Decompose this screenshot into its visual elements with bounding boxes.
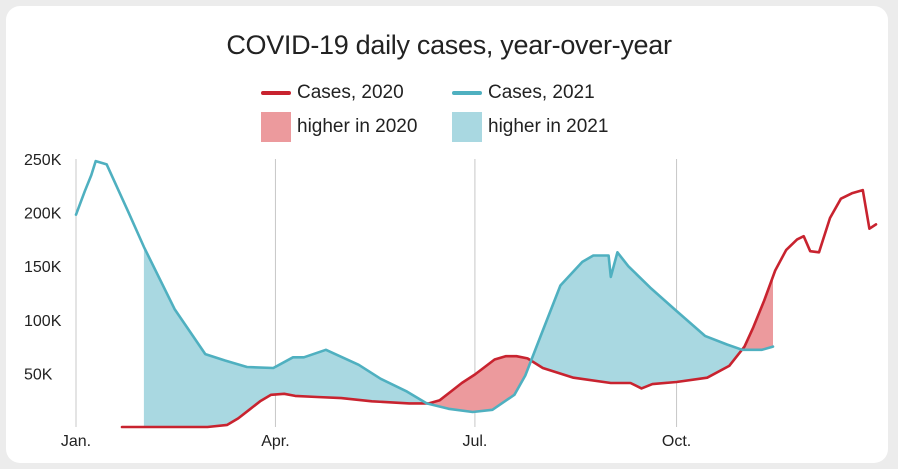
x-tick-label: Apr. (261, 433, 289, 450)
legend-item-cases-2021: Cases, 2021 (452, 76, 595, 110)
area-higher-2020 (426, 276, 773, 412)
y-tick-label: 200K (24, 206, 62, 223)
x-tick-label: Oct. (662, 433, 691, 450)
legend-swatch-higher-2020 (261, 112, 291, 142)
legend-label-higher-2020: higher in 2020 (297, 116, 418, 137)
x-tick-label: Jan. (61, 433, 91, 450)
y-tick-label: 150K (24, 259, 62, 276)
legend-label-cases-2020: Cases, 2020 (297, 82, 404, 103)
legend-item-higher-2020: higher in 2020 (261, 110, 417, 144)
y-tick-label: 250K (24, 152, 62, 169)
chart-title: COVID-19 daily cases, year-over-year (226, 30, 672, 60)
legend-swatch-cases-2021 (452, 91, 482, 95)
x-tick-label: Jul. (462, 433, 487, 450)
legend-item-higher-2021: higher in 2021 (452, 110, 608, 144)
legend-label-higher-2021: higher in 2021 (488, 116, 609, 137)
line-cases-2020 (120, 188, 878, 429)
area-higher-2021 (143, 246, 742, 427)
legend-swatch-higher-2021 (452, 112, 482, 142)
y-tick-label: 50K (24, 366, 53, 383)
legend-label-cases-2021: Cases, 2021 (488, 82, 595, 103)
legend-swatch-cases-2020 (261, 91, 291, 95)
y-tick-label: 100K (24, 313, 62, 330)
legend-item-cases-2020: Cases, 2020 (261, 76, 404, 110)
line-cases-2021 (74, 159, 775, 414)
